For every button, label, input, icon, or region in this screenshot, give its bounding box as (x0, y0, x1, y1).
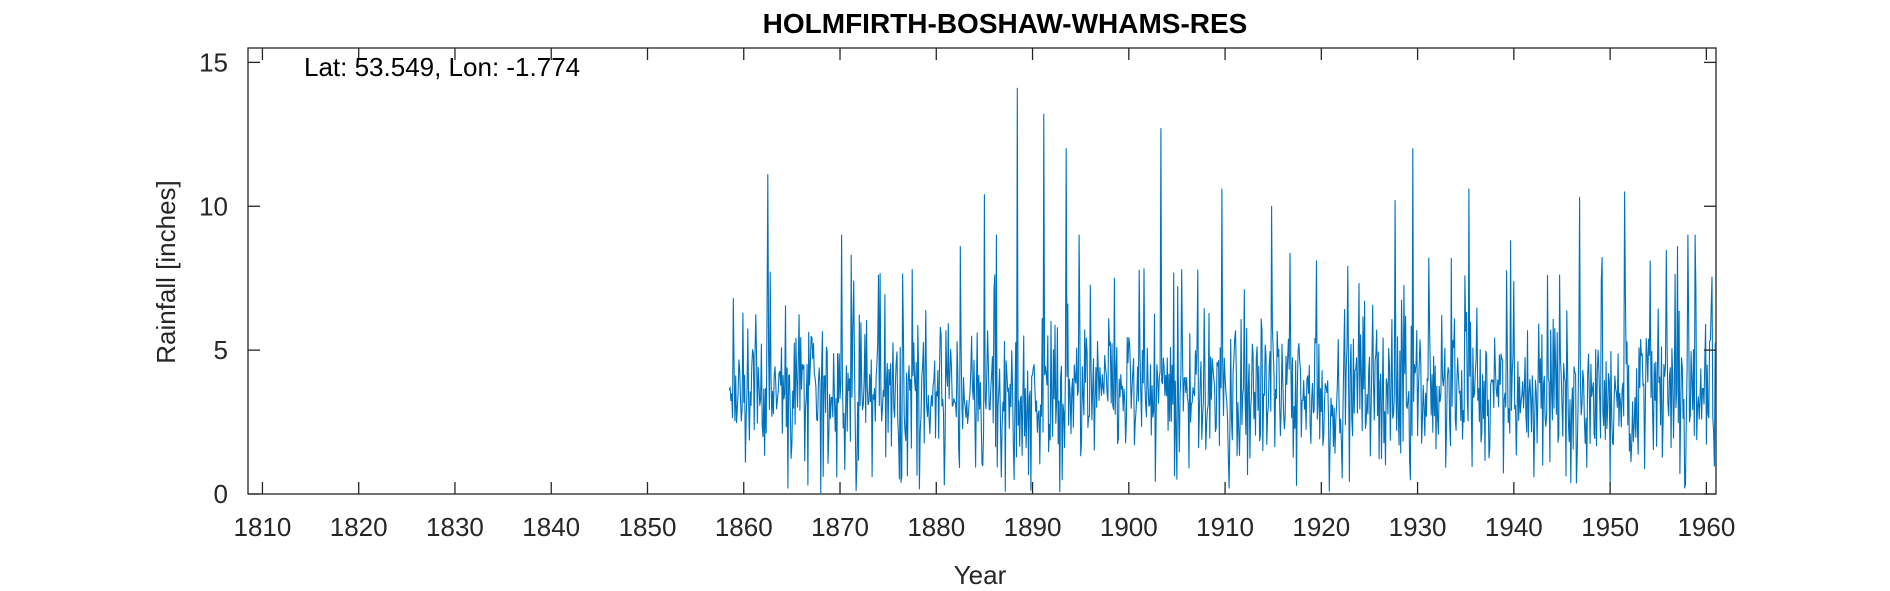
series-layer (728, 87, 1716, 495)
x-tick-label: 1880 (907, 512, 965, 542)
x-tick-label: 1870 (811, 512, 869, 542)
x-tick-label: 1830 (426, 512, 484, 542)
x-tick-label: 1850 (619, 512, 677, 542)
y-tick-label: 0 (214, 479, 228, 509)
y-axis-label: Rainfall [inches] (151, 180, 181, 364)
x-tick-label: 1960 (1677, 512, 1735, 542)
x-tick-label: 1900 (1100, 512, 1158, 542)
rainfall-series-line (728, 87, 1716, 495)
y-tick-label: 5 (214, 335, 228, 365)
y-tick-label: 15 (199, 47, 228, 77)
location-annotation: Lat: 53.549, Lon: -1.774 (304, 52, 580, 82)
x-tick-label: 1810 (234, 512, 292, 542)
x-tick-label: 1940 (1485, 512, 1543, 542)
x-tick-label: 1930 (1389, 512, 1447, 542)
y-tick-label: 10 (199, 191, 228, 221)
x-tick-label: 1910 (1196, 512, 1254, 542)
x-tick-label: 1890 (1004, 512, 1062, 542)
plot-axes (247, 47, 1717, 495)
x-tick-label: 1840 (522, 512, 580, 542)
x-tick-label: 1860 (715, 512, 773, 542)
x-axis-label: Year (954, 560, 1007, 590)
x-tick-label: 1820 (330, 512, 388, 542)
tick-layer: 1810 1820 1830 1840 1850 1860 1870 1880 1890 1900… (199, 47, 1735, 542)
x-tick-label: 1920 (1292, 512, 1350, 542)
x-tick-label: 1950 (1581, 512, 1639, 542)
chart-title: HOLMFIRTH-BOSHAW-WHAMS-RES (763, 8, 1248, 39)
plot-frame (247, 47, 1717, 495)
